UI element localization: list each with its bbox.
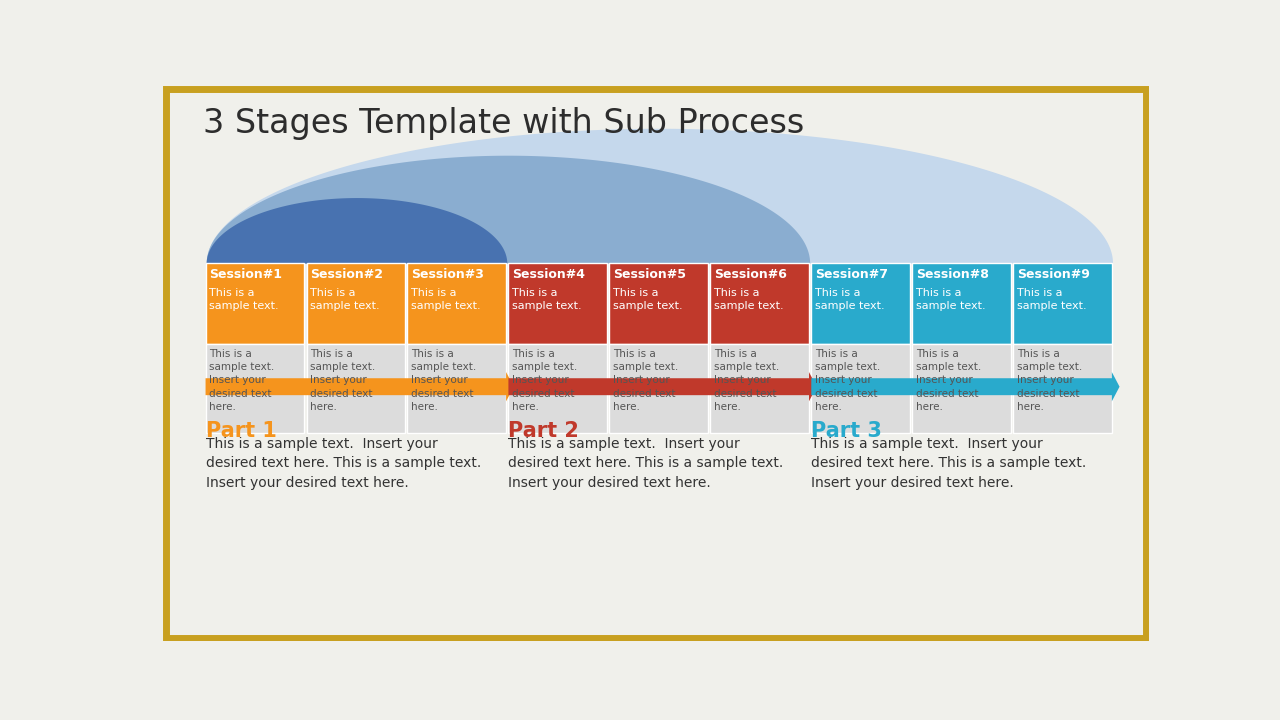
Text: Session#1: Session#1 xyxy=(210,268,283,281)
Text: This is a
sample text.
Insert your
desired text
here.: This is a sample text. Insert your desir… xyxy=(310,349,375,412)
Text: This is a sample text.  Insert your
desired text here. This is a sample text.
In: This is a sample text. Insert your desir… xyxy=(206,437,481,490)
FancyBboxPatch shape xyxy=(1014,344,1112,433)
Text: This is a
sample text.: This is a sample text. xyxy=(815,288,884,311)
Text: This is a
sample text.: This is a sample text. xyxy=(1018,288,1087,311)
Text: Session#2: Session#2 xyxy=(310,268,383,281)
FancyBboxPatch shape xyxy=(306,264,406,344)
FancyBboxPatch shape xyxy=(206,344,305,433)
Text: This is a sample text.  Insert your
desired text here. This is a sample text.
In: This is a sample text. Insert your desir… xyxy=(508,437,783,490)
FancyBboxPatch shape xyxy=(609,264,708,344)
FancyBboxPatch shape xyxy=(508,344,607,433)
Text: Session#3: Session#3 xyxy=(411,268,484,281)
Text: Session#8: Session#8 xyxy=(916,268,989,281)
Polygon shape xyxy=(206,129,1114,264)
Text: This is a
sample text.: This is a sample text. xyxy=(310,288,380,311)
Text: This is a
sample text.
Insert your
desired text
here.: This is a sample text. Insert your desir… xyxy=(210,349,275,412)
Text: Session#6: Session#6 xyxy=(714,268,787,281)
Text: This is a
sample text.: This is a sample text. xyxy=(916,288,986,311)
Text: This is a
sample text.: This is a sample text. xyxy=(512,288,582,311)
Text: This is a sample text.  Insert your
desired text here. This is a sample text.
In: This is a sample text. Insert your desir… xyxy=(812,437,1087,490)
Text: This is a
sample text.
Insert your
desired text
here.: This is a sample text. Insert your desir… xyxy=(512,349,577,412)
Text: Session#7: Session#7 xyxy=(815,268,888,281)
FancyBboxPatch shape xyxy=(812,264,910,344)
Text: This is a
sample text.: This is a sample text. xyxy=(210,288,279,311)
Text: This is a
sample text.
Insert your
desired text
here.: This is a sample text. Insert your desir… xyxy=(411,349,476,412)
Polygon shape xyxy=(206,198,507,264)
FancyBboxPatch shape xyxy=(407,264,506,344)
Polygon shape xyxy=(206,372,513,401)
Text: Part 3: Part 3 xyxy=(812,421,882,441)
Polygon shape xyxy=(812,372,1120,401)
FancyBboxPatch shape xyxy=(407,344,506,433)
Text: Session#4: Session#4 xyxy=(512,268,585,281)
FancyBboxPatch shape xyxy=(508,264,607,344)
FancyBboxPatch shape xyxy=(913,344,1011,433)
Polygon shape xyxy=(206,156,810,264)
FancyBboxPatch shape xyxy=(710,344,809,433)
Text: This is a
sample text.
Insert your
desired text
here.: This is a sample text. Insert your desir… xyxy=(613,349,678,412)
Text: Session#9: Session#9 xyxy=(1018,268,1089,281)
Text: Part 2: Part 2 xyxy=(508,421,580,441)
Text: This is a
sample text.: This is a sample text. xyxy=(714,288,783,311)
FancyBboxPatch shape xyxy=(206,264,305,344)
Text: Session#5: Session#5 xyxy=(613,268,686,281)
FancyBboxPatch shape xyxy=(913,264,1011,344)
FancyBboxPatch shape xyxy=(1014,264,1112,344)
Text: This is a
sample text.
Insert your
desired text
here.: This is a sample text. Insert your desir… xyxy=(916,349,982,412)
Text: 3 Stages Template with Sub Process: 3 Stages Template with Sub Process xyxy=(204,107,805,140)
FancyBboxPatch shape xyxy=(609,344,708,433)
Text: This is a
sample text.: This is a sample text. xyxy=(411,288,481,311)
Text: This is a
sample text.
Insert your
desired text
here.: This is a sample text. Insert your desir… xyxy=(714,349,780,412)
Text: Part 1: Part 1 xyxy=(206,421,276,441)
FancyBboxPatch shape xyxy=(306,344,406,433)
FancyBboxPatch shape xyxy=(710,264,809,344)
Text: This is a
sample text.: This is a sample text. xyxy=(613,288,682,311)
Text: This is a
sample text.
Insert your
desired text
here.: This is a sample text. Insert your desir… xyxy=(815,349,881,412)
Polygon shape xyxy=(508,372,817,401)
Text: This is a
sample text.
Insert your
desired text
here.: This is a sample text. Insert your desir… xyxy=(1018,349,1083,412)
FancyBboxPatch shape xyxy=(812,344,910,433)
